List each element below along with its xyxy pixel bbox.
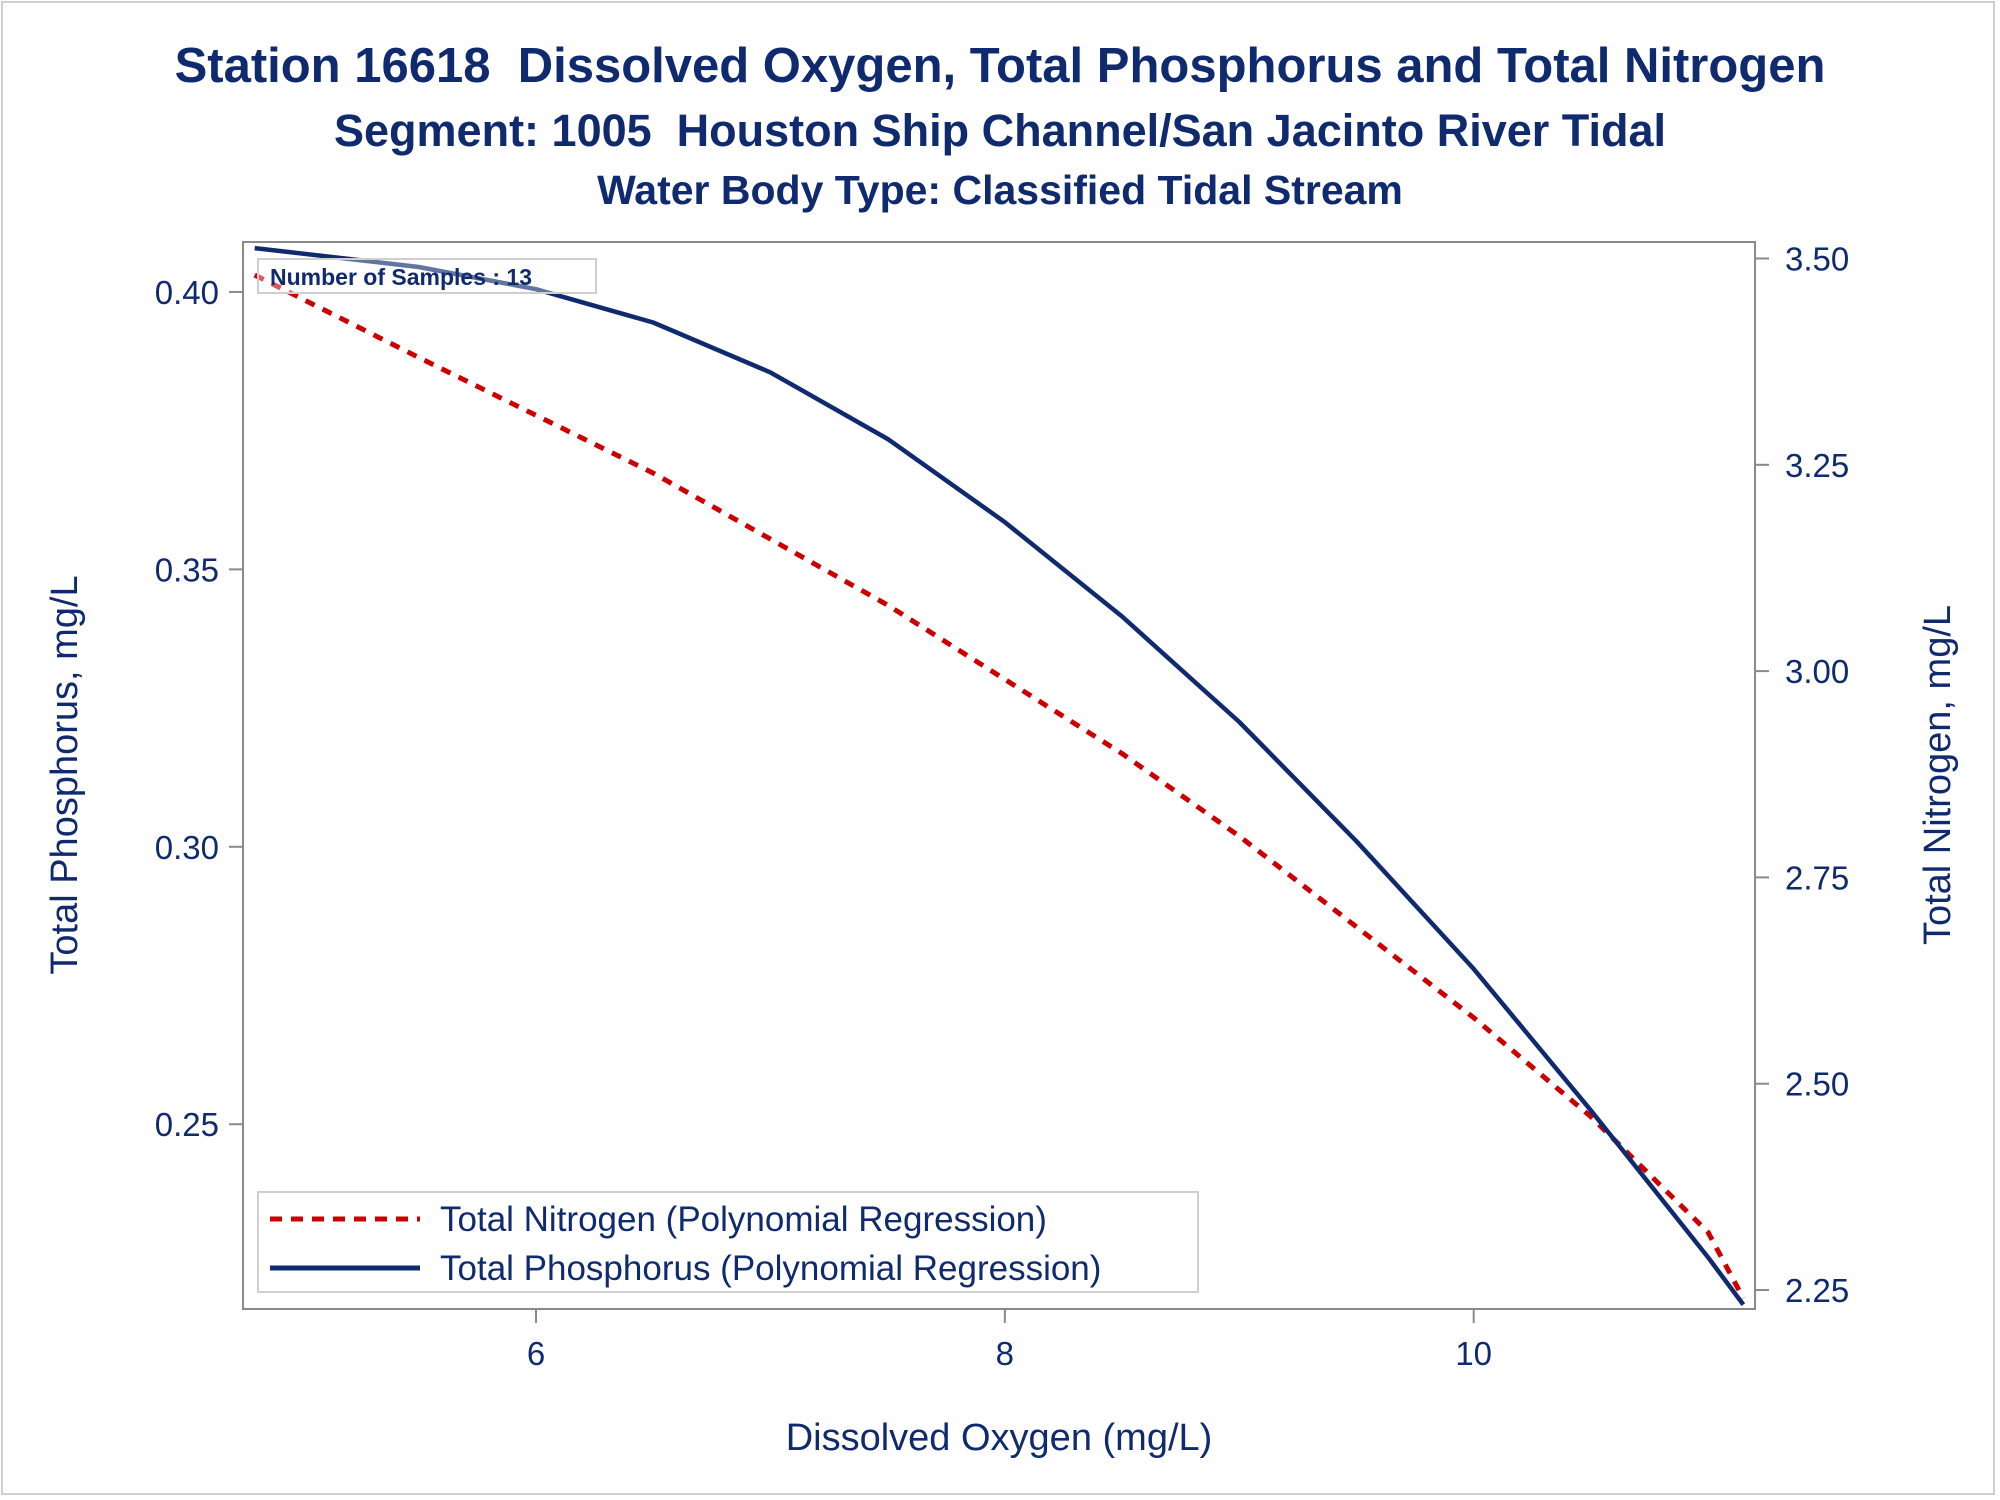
y2-tick-label-2: 2.75 <box>1785 859 1849 896</box>
samples-annotation-text: Number of Samples : 13 <box>270 264 532 290</box>
y2-tick-label-3: 3.00 <box>1785 653 1849 690</box>
y-axis-ticks: 0.25 0.30 0.35 0.40 <box>155 274 243 1143</box>
y2-tick-label-4: 3.25 <box>1785 447 1849 484</box>
y2-tick-label-0: 2.25 <box>1785 1272 1849 1309</box>
chart-title: Station 16618 Dissolved Oxygen, Total Ph… <box>174 39 1826 93</box>
plot-area <box>242 241 1756 1310</box>
y-axis-label: Total Phosphorus, mg/L <box>44 575 86 974</box>
x-tick-label-0: 6 <box>527 1335 545 1372</box>
y-tick-label-2: 0.35 <box>155 551 219 588</box>
y-tick-label-1: 0.30 <box>155 829 219 866</box>
legend-box <box>257 1191 1199 1293</box>
series-line-nitrogen <box>253 272 1746 1300</box>
chart-subtitle-2: Water Body Type: Classified Tidal Stream <box>597 167 1403 213</box>
chart-subtitle: Segment: 1005 Houston Ship Channel/San J… <box>334 105 1666 156</box>
samples-annotation-box <box>257 258 597 294</box>
legend-label-nitrogen: Total Nitrogen (Polynomial Regression) <box>440 1200 1047 1239</box>
y2-axis-ticks: 2.25 2.50 2.75 3.00 3.25 3.50 <box>1755 241 1849 1309</box>
x-axis-label: Dissolved Oxygen (mg/L) <box>786 1417 1213 1459</box>
y2-axis-label: Total Nitrogen, mg/L <box>1917 605 1959 945</box>
legend: Total Nitrogen (Polynomial Regression) T… <box>257 1191 1199 1293</box>
series-group <box>253 245 1746 1306</box>
x-tick-label-1: 8 <box>996 1335 1014 1372</box>
x-axis-ticks: 6 8 10 <box>527 1309 1492 1372</box>
series-line-phosphorus <box>254 245 1746 1306</box>
y2-tick-label-1: 2.50 <box>1785 1066 1849 1103</box>
y2-tick-label-5: 3.50 <box>1785 241 1849 278</box>
legend-label-phosphorus: Total Phosphorus (Polynomial Regression) <box>440 1249 1101 1288</box>
y-tick-label-0: 0.25 <box>155 1106 219 1143</box>
x-tick-label-2: 10 <box>1455 1335 1492 1372</box>
y-tick-label-3: 0.40 <box>155 274 219 311</box>
samples-annotation: Number of Samples : 13 <box>257 258 597 294</box>
